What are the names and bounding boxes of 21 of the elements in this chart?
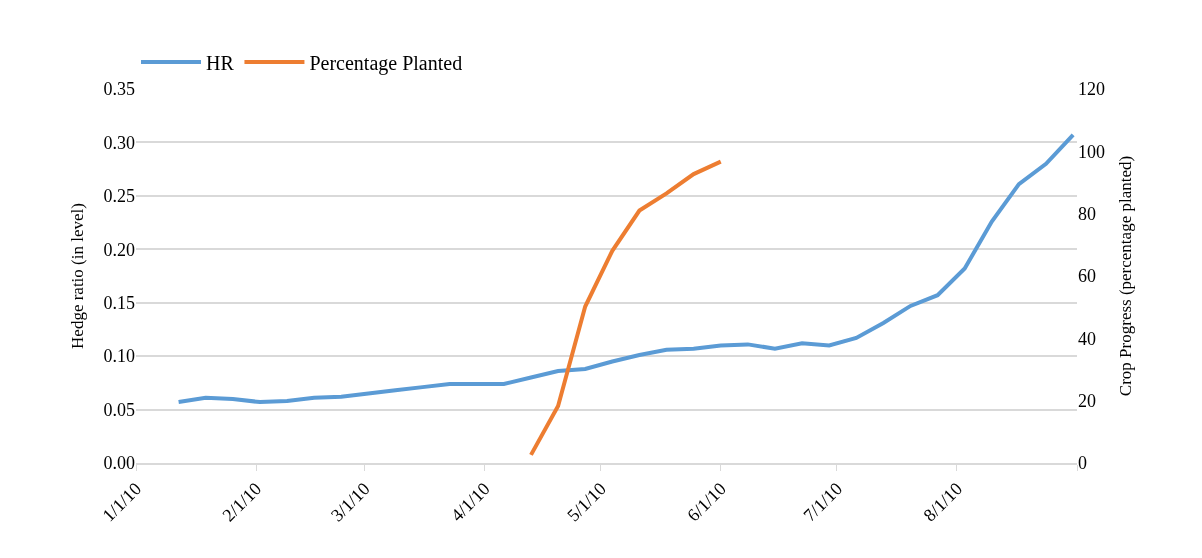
line-series: [528, 159, 723, 457]
y2-tick-label: 100: [1078, 141, 1105, 162]
y2-tick-label: 0: [1078, 453, 1087, 474]
y-tick-label: 0.25: [103, 186, 135, 207]
y-tick-label: 0.20: [103, 239, 135, 260]
y2-tick-label: 40: [1078, 328, 1096, 349]
y2-tick-label: 120: [1078, 79, 1105, 100]
y2-axis-title: Crop Progress (percentage planted): [1116, 155, 1136, 397]
y2-tick-label: 20: [1078, 390, 1096, 411]
y-tick-label: 0.30: [103, 132, 135, 153]
y-tick-label: 0.00: [103, 453, 135, 474]
line-series: [176, 132, 1076, 405]
y2-tick-label: 60: [1078, 266, 1096, 287]
y-tick-label: 0.15: [103, 293, 135, 314]
y-tick-label: 0.35: [103, 79, 135, 100]
legend-label: HR: [206, 51, 235, 74]
y2-tick-label: 80: [1078, 203, 1096, 224]
y-axis-title: Hedge ratio (in level): [68, 203, 88, 349]
y-tick-label: 0.10: [103, 346, 135, 367]
legend-label: Percentage Planted: [309, 51, 463, 75]
y-tick-label: 0.05: [103, 399, 135, 420]
